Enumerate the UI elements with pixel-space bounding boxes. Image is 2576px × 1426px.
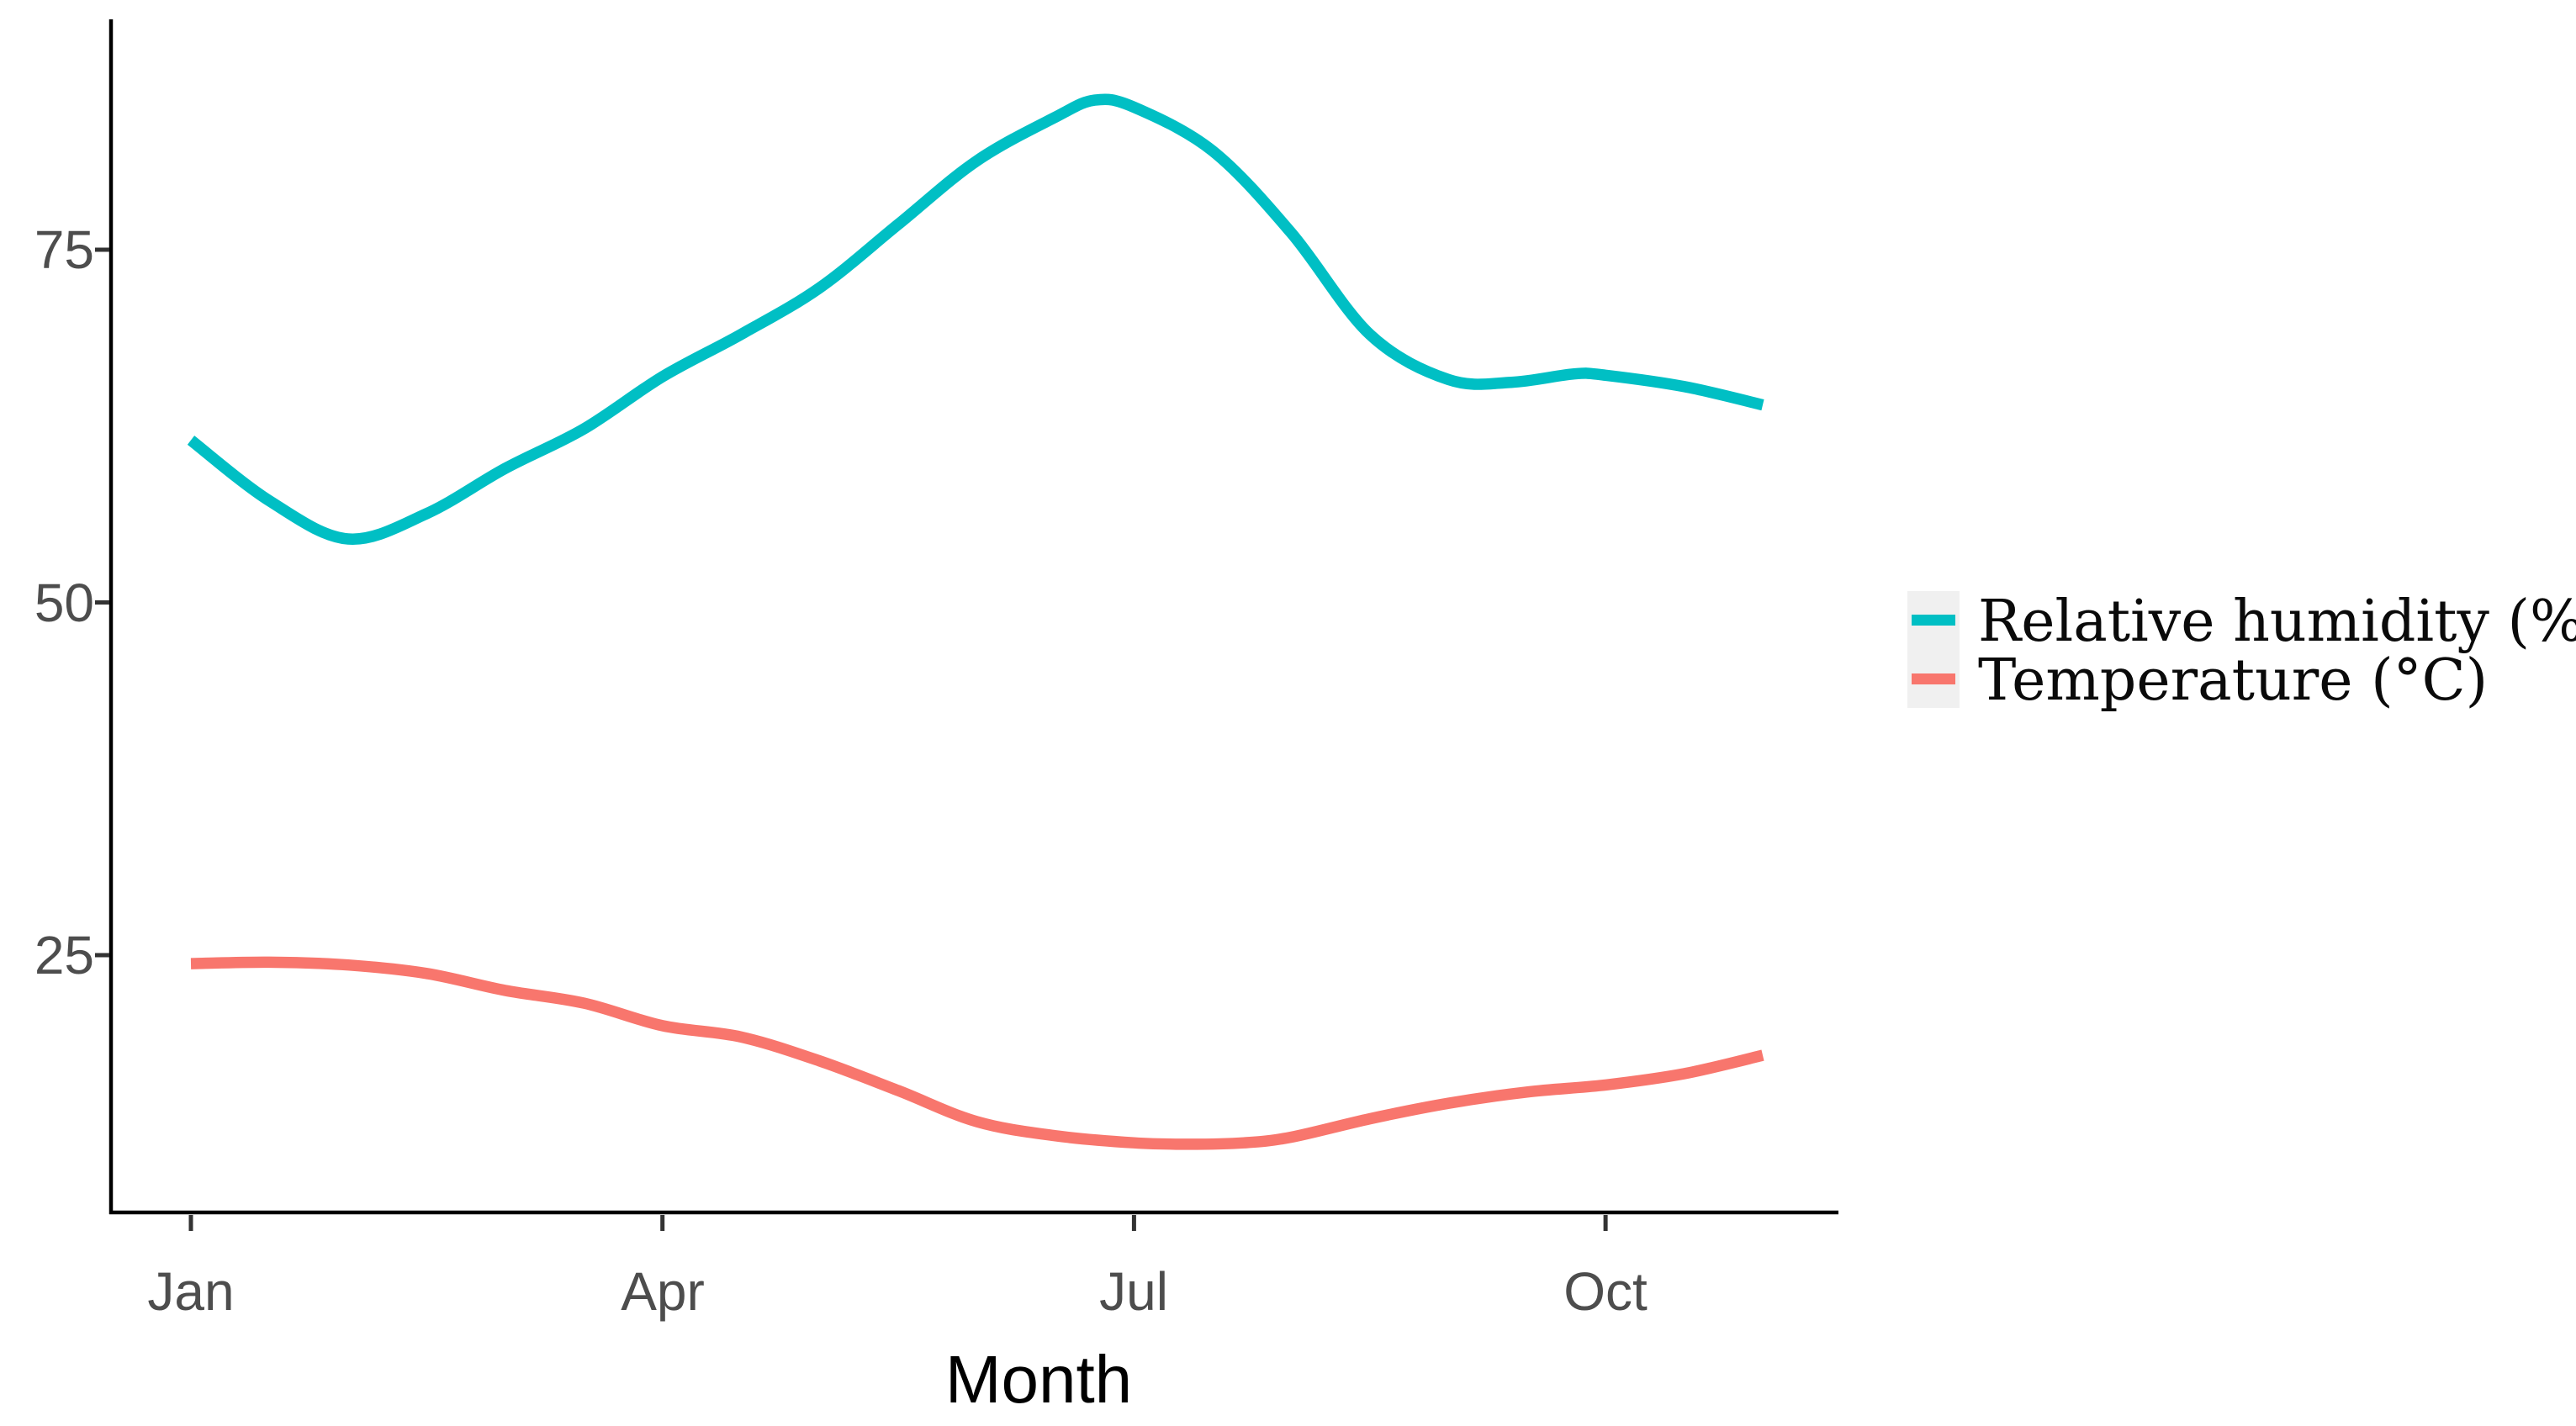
relative-humidity-curve: [187, 93, 1764, 545]
x-tick-label-oct: Oct: [1563, 1261, 1648, 1322]
temperature-curve: [190, 956, 1764, 1150]
legend-label-humidity: Relative humidity (%): [1978, 589, 2576, 655]
x-tick-label-jan: Jan: [147, 1261, 234, 1322]
x-tick-label-apr: Apr: [621, 1261, 705, 1322]
axes-layer: [95, 19, 1838, 1231]
y-tick-label-25: 25: [34, 925, 94, 985]
legend-swatch-humidity-line: [1912, 615, 1955, 626]
curves-layer: [187, 93, 1764, 1150]
y-tick-label-50: 50: [34, 573, 94, 633]
y-tick-label-75: 75: [34, 219, 94, 280]
x-tick-label-jul: Jul: [1099, 1261, 1168, 1322]
legend-label-temperature: Temperature (°C): [1978, 647, 2488, 714]
legend: Relative humidity (%) Temperature (°C): [1907, 589, 2576, 714]
x-axis-title: Month: [945, 1342, 1132, 1417]
legend-swatch-temperature-line: [1912, 673, 1955, 684]
